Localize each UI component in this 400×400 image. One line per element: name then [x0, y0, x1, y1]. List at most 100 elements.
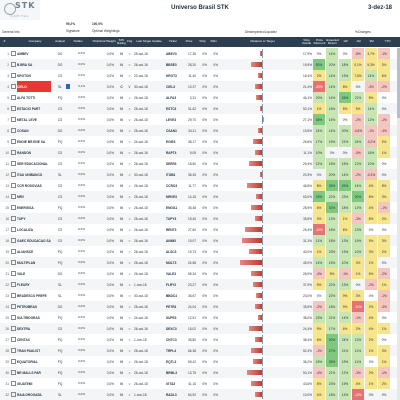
- column-header-1[interactable]: [9, 37, 17, 47]
- table-row[interactable]: 6 ESTACIO PART CS 0,0% 0,0% N = 26-out-18 ESTC3 3…: [0, 103, 400, 114]
- analyst-code: SL: [58, 392, 62, 397]
- table-row[interactable]: 7 METAL LEVE CS 0,0% 0,0% N = 26-out-18 LEVE3 29,…: [0, 114, 400, 125]
- scrollbar-thumb[interactable]: [397, 48, 400, 118]
- column-header-21[interactable]: YTD: [384, 39, 391, 44]
- table-row[interactable]: 31 IGUATEMI PQ 0,0% 0,0% N = 26-out-18 IGTA3 41,1…: [0, 378, 400, 389]
- pct-up: 0%: [202, 304, 207, 309]
- row-checkbox[interactable]: [10, 312, 16, 323]
- column-header-12[interactable]: %Dn: [210, 39, 217, 44]
- table-row[interactable]: 22 FLEURY SL 0,0% 0,0% N = 1-nov-18 FLRY3 23,27 0%…: [0, 279, 400, 290]
- table-row[interactable]: 16 TUPY CS 0,0% 0,0% N = 26-out-18 TUPY3 19,40 0% 0…: [0, 213, 400, 224]
- weight-value: 0,0%: [106, 62, 114, 67]
- row-checkbox[interactable]: [10, 81, 16, 92]
- column-header-10[interactable]: Price: [185, 39, 193, 44]
- vertical-scrollbar[interactable]: [397, 48, 400, 400]
- table-row[interactable]: 8 COSAN DG 0,0% 0,0% N = 26-out-18 CSAN3 34,11 0% 0…: [0, 125, 400, 136]
- row-checkbox[interactable]: [10, 59, 16, 70]
- table-row[interactable]: 2 B.BRA SA DG 0,0% 0,0% N = 26-out-18 BBSE3 28,20…: [0, 59, 400, 70]
- column-header-15[interactable]: %Up Upside: [301, 37, 312, 45]
- table-row[interactable]: 1 AMBEV DG 0,0% 0,0% N = 25-out-18 ABEV3 17,35 0% 0…: [0, 48, 400, 59]
- table-row[interactable]: 3 KROTON CS 0,0% 0,0% N = 22-out-18 KROT3 11,40 0%…: [0, 70, 400, 81]
- row-checkbox[interactable]: [10, 136, 16, 147]
- column-header-0[interactable]: #: [3, 39, 6, 44]
- row-checkbox[interactable]: [10, 114, 16, 125]
- column-header-6[interactable]: STK Rating: [117, 37, 126, 45]
- table-row[interactable]: 28 TRAN PAULIST PQ 0,0% 0,0% N = 26-out-18 TRPL4…: [0, 345, 400, 356]
- table-row[interactable]: 11 SER EDUCACIONAL CS 0,0% 0,0% N = 26-out-18 SE…: [0, 158, 400, 169]
- column-header-2[interactable]: Company: [28, 39, 42, 44]
- column-header-11[interactable]: %Up: [199, 39, 206, 44]
- table-row[interactable]: 17 LOCALIZA CS 0,0% 0,0% N = 26-out-18 RENT3 27,6…: [0, 224, 400, 235]
- table-row[interactable]: 26 DEXTRA CS 0,0% 0,0% N = 26-out-18 DEXC3 15,02 0…: [0, 323, 400, 334]
- table-row[interactable]: 32 RAIA DROGASIL SL 0,0% 0,0% N = 1-nov-18 RADL3…: [0, 389, 400, 400]
- row-checkbox[interactable]: [10, 323, 16, 334]
- table-row[interactable]: 12 ITAU UNIBANCO SL 0,0% 0,0% N = 30-out-18 ITUB…: [0, 169, 400, 180]
- row-checkbox[interactable]: [10, 125, 16, 136]
- row-checkbox[interactable]: [10, 158, 16, 169]
- table-row[interactable]: 9 ENGIE BR ENE SA PQ 0,0% 0,0% N = 24-out-18 EGI…: [0, 136, 400, 147]
- row-checkbox[interactable]: [10, 235, 16, 246]
- row-checkbox[interactable]: [10, 180, 16, 191]
- row-checkbox[interactable]: [10, 246, 16, 257]
- column-header-14[interactable]: Distance to Target: [250, 39, 275, 44]
- column-header-17[interactable]: Expected Return: [326, 37, 339, 45]
- table-row[interactable]: 18 GAEC EDUCACAO SA CS 0,0% 0,0% N = 26-out-18 A…: [0, 235, 400, 246]
- table-row[interactable]: 27 CENTAC PQ 0,0% 0,0% N = 1-nov-18 CNTC3 35,80 0%…: [0, 334, 400, 345]
- table-row[interactable]: 13 CCR RODOVIAS CS 0,0% 0,0% N = 26-out-18 CCRO3…: [0, 180, 400, 191]
- table-row[interactable]: 23 BRADESCO PREFE SL 0,0% 0,0% N = 30-out-18 BBD…: [0, 290, 400, 301]
- row-checkbox[interactable]: [10, 70, 16, 81]
- table-row[interactable]: 21 VALE DG 0,0% 0,0% N = 26-out-18 VALE3 55,34 0% 0…: [0, 268, 400, 279]
- table-row[interactable]: 19 ALIANSCE PQ 0,0% 0,0% N = 26-out-18 ALSC3 19,7…: [0, 246, 400, 257]
- table-row[interactable]: 4 CIELO SL 3,1% 0,0% C V 30-out-18 CIEL3 10,37 0% 0…: [0, 81, 400, 92]
- row-checkbox[interactable]: [10, 48, 16, 59]
- table-row[interactable]: 29 EQUATORIAL PQ 0,0% 0,0% N = 26-out-18 EQTL3 69…: [0, 356, 400, 367]
- column-header-9[interactable]: Ticker: [168, 39, 178, 44]
- row-checkbox[interactable]: [10, 378, 16, 389]
- row-checkbox[interactable]: [10, 301, 16, 312]
- column-header-8[interactable]: Last Target Update: [136, 39, 162, 44]
- company-name: BRADESCO PREFE: [17, 293, 47, 298]
- row-checkbox[interactable]: [10, 202, 16, 213]
- weight-value: 0,0%: [106, 260, 114, 265]
- table-row[interactable]: 25 SULTRIDORAS PQ 0,0% 0,0% N = 24-out-18 SUPE3 1…: [0, 312, 400, 323]
- row-checkbox[interactable]: [10, 334, 16, 345]
- row-checkbox[interactable]: [10, 356, 16, 367]
- distance-bar: [254, 337, 262, 342]
- row-checkbox[interactable]: [10, 191, 16, 202]
- distance-value: 28,9%: [302, 271, 312, 276]
- table-row[interactable]: 20 MULTIPLAN PQ 0,0% 0,0% N = 26-out-18 MULT3 24,…: [0, 257, 400, 268]
- column-header-7[interactable]: Chg: [126, 39, 133, 44]
- column-header-5[interactable]: %Optimal Weight: [92, 39, 116, 44]
- table-row[interactable]: 30 BR MALLS PAR PQ 0,0% 0,0% N = 26-out-18 BRML3…: [0, 367, 400, 378]
- row-checkbox[interactable]: [10, 224, 16, 235]
- column-header-18[interactable]: 1W: [343, 39, 348, 44]
- ticker-symbol: KROT3: [166, 73, 177, 78]
- column-header-16[interactable]: Price Discount: [313, 37, 326, 45]
- column-header-3[interactable]: Analyst: [55, 39, 65, 44]
- table-row[interactable]: 5 ALFA TOTTI PQ 0,0% 0,0% N = 26-out-18 ALFA3 3,3…: [0, 92, 400, 103]
- table-row[interactable]: 10 RANDON CS 0,0% 0,0% N = 26-out-18 RAPT4 9,05 0%…: [0, 147, 400, 158]
- table-row[interactable]: 14 MRV CS 0,0% 0,0% N = 26-out-18 MRVE3 14,15 0% 0%…: [0, 191, 400, 202]
- row-checkbox[interactable]: [10, 389, 16, 400]
- row-checkbox[interactable]: [10, 257, 16, 268]
- last-update: 26-out-18: [134, 227, 148, 232]
- row-checkbox[interactable]: [10, 345, 16, 356]
- table-row[interactable]: 15 ENERGISA PQ 0,0% 0,0% N = 26-out-18 ENGI11 35,…: [0, 202, 400, 213]
- row-checkbox[interactable]: [10, 268, 16, 279]
- expected-return-value: 25%: [339, 180, 351, 191]
- signature-value: 0,0%: [78, 183, 85, 187]
- table-row[interactable]: 24 PETROBRAS DG 0,0% 0,0% N = 26-out-18 PETR4 24,…: [0, 301, 400, 312]
- column-header-19[interactable]: 1M: [356, 39, 361, 44]
- row-checkbox[interactable]: [10, 279, 16, 290]
- change-3m-value: -1%: [378, 48, 390, 59]
- row-checkbox[interactable]: [10, 103, 16, 114]
- row-checkbox[interactable]: [10, 213, 16, 224]
- row-checkbox[interactable]: [10, 367, 16, 378]
- row-checkbox[interactable]: [10, 147, 16, 158]
- analyst-code: PQ: [57, 139, 63, 144]
- row-checkbox[interactable]: [10, 92, 16, 103]
- column-header-4[interactable]: %Alloc: [73, 39, 83, 44]
- row-checkbox[interactable]: [10, 290, 16, 301]
- row-checkbox[interactable]: [10, 169, 16, 180]
- column-header-20[interactable]: 3M: [369, 39, 374, 44]
